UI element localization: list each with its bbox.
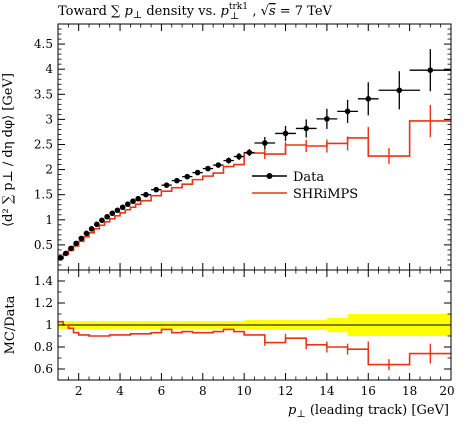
- main-series-layer: [57, 49, 451, 261]
- data-point: [125, 201, 131, 208]
- x-tick-label: 20: [439, 384, 454, 398]
- main-y-tick-label: 2.5: [34, 137, 53, 151]
- ratio-y-axis-title: MC/Data: [3, 295, 18, 354]
- main-frame: [57, 23, 452, 271]
- data-point: [83, 230, 90, 237]
- data-point: [57, 255, 64, 261]
- x-tick-label: 6: [158, 384, 166, 398]
- ratio-y-tick-label: 1.4: [34, 274, 53, 288]
- data-point: [88, 226, 95, 232]
- chart-title: Toward ∑ p⊥ density vs. ptrk1 ⊥, √s = 7 T…: [58, 2, 333, 22]
- data-point: [344, 108, 351, 115]
- data-point: [246, 149, 253, 156]
- data-point: [135, 195, 141, 202]
- data-point: [119, 204, 126, 211]
- data-point: [303, 125, 310, 132]
- data-point: [68, 245, 74, 252]
- data-point: [78, 235, 85, 242]
- x-tick-label: 10: [237, 384, 252, 398]
- x-tick-label: 14: [319, 384, 335, 398]
- data-point: [73, 240, 79, 247]
- main-y-axis-title: ⟨d² ∑ p⊥ / dη dφ⟩ [GeV]: [1, 73, 16, 227]
- main-y-tick-label: 0.5: [34, 238, 53, 252]
- data-point: [184, 173, 191, 180]
- data-point: [282, 130, 289, 137]
- main-y-tick-label: 3.5: [34, 87, 53, 101]
- main-y-tick-label: 1.5: [34, 188, 53, 202]
- data-point: [62, 250, 69, 257]
- data-point: [205, 165, 211, 172]
- ratio-panel: 0.6 0.8 1 1.2 1.4 2 4 6 8 10 12 14 16 18 20 MC/Data p⊥…: [3, 269, 455, 420]
- x-tick-label: 4: [116, 384, 124, 398]
- data-point: [130, 198, 136, 205]
- ratio-axes: 0.6 0.8 1 1.2 1.4 2 4 6 8 10 12 14 16 18 20: [34, 269, 455, 398]
- data-point: [93, 221, 100, 228]
- legend-data-label: Data: [293, 170, 324, 185]
- data-point: [163, 182, 170, 188]
- data-point: [365, 96, 372, 102]
- ratio-y-tick-label: 1.2: [34, 296, 53, 310]
- x-axis-title: p⊥ (leading track) [GeV]: [288, 403, 449, 420]
- x-tick-label: 2: [75, 384, 83, 398]
- ratio-y-tick-label: 0.6: [34, 362, 53, 376]
- data-point: [262, 140, 268, 146]
- data-point: [143, 191, 149, 198]
- ratio-shrimps-step-line: [58, 320, 451, 366]
- data-point: [236, 153, 242, 160]
- data-point: [114, 207, 121, 214]
- main-y-tick-label: 4.5: [34, 37, 53, 51]
- x-tick-label: 16: [361, 384, 376, 398]
- main-y-tick-label: 2: [45, 163, 53, 177]
- main-panel: 0.5 1 1.5 2 2.5 3 3.5 4 4.5 ⟨d² ∑ p⊥ / dη dφ⟩ [G…: [1, 23, 452, 271]
- data-point: [194, 169, 201, 176]
- main-y-tick-label: 1: [45, 213, 53, 227]
- legend-data-marker: [266, 173, 273, 179]
- main-y-tick-label: 4: [45, 62, 53, 76]
- ratio-y-tick-label: 0.8: [34, 340, 53, 354]
- data-point: [396, 87, 403, 94]
- x-tick-label: 18: [402, 384, 417, 398]
- data-point: [99, 217, 105, 224]
- ratio-y-tick-label: 1: [45, 318, 53, 332]
- ratio-frame: [57, 269, 452, 381]
- ratio-series-layer: [58, 320, 451, 371]
- shrimps-step-line: [58, 120, 451, 260]
- x-tick-label: 8: [199, 384, 207, 398]
- legend-shrimps-label: SHRiMPS: [293, 187, 358, 202]
- data-point: [104, 213, 110, 220]
- main-axes: 0.5 1 1.5 2 2.5 3 3.5 4 4.5: [34, 23, 452, 270]
- main-y-tick-label: 3: [45, 112, 53, 126]
- data-point: [225, 157, 232, 164]
- legend: Data SHRiMPS: [252, 170, 358, 202]
- data-point: [153, 186, 160, 193]
- data-point: [109, 210, 116, 217]
- data-point: [324, 116, 330, 122]
- data-point: [427, 67, 434, 73]
- x-tick-label: 12: [278, 384, 293, 398]
- data-point: [215, 162, 222, 168]
- data-point: [174, 177, 180, 184]
